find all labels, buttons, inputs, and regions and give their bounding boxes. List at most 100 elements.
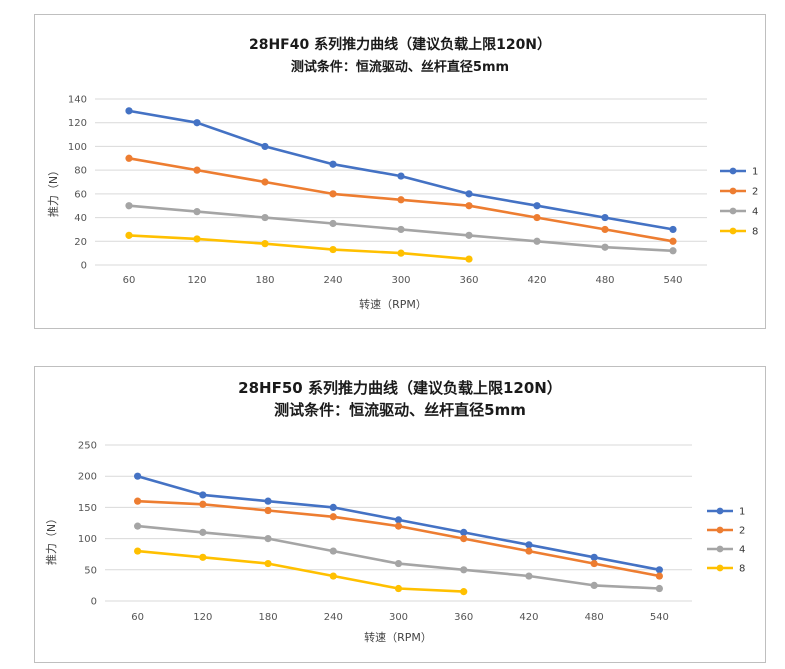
data-point-series-1 xyxy=(199,491,207,499)
legend-marker-8 xyxy=(716,564,724,572)
x-tick-label: 360 xyxy=(454,612,473,623)
data-point-series-2 xyxy=(134,497,142,505)
data-point-series-1 xyxy=(394,516,403,524)
x-tick-label: 540 xyxy=(650,612,669,623)
data-point-series-8 xyxy=(199,553,207,561)
data-point-series-2 xyxy=(125,154,133,162)
legend-marker-4 xyxy=(716,545,724,553)
chart-subtitle: 测试条件：恒流驱动、丝杆直径5mm xyxy=(291,59,509,75)
x-tick-label: 480 xyxy=(595,275,614,286)
data-point-series-8 xyxy=(329,572,337,580)
legend-marker-1 xyxy=(729,167,737,175)
chart-panel-28hf50: 28HF50 系列推力曲线（建议负载上限120N） 测试条件：恒流驱动、丝杆直径… xyxy=(34,366,766,663)
series-line-8 xyxy=(137,549,464,593)
y-tick-label: 20 xyxy=(74,237,87,248)
data-point-series-2 xyxy=(329,513,337,521)
data-point-series-2 xyxy=(193,166,201,174)
data-point-series-1 xyxy=(460,528,468,536)
chart-title: 28HF40 系列推力曲线（建议负载上限120N） xyxy=(249,36,551,53)
y-tick-label: 150 xyxy=(78,503,97,514)
legend-label-1: 1 xyxy=(752,167,758,178)
data-point-series-1 xyxy=(329,503,337,511)
data-point-series-4 xyxy=(460,566,468,574)
legend-marker-2 xyxy=(729,187,737,195)
x-tick-label: 420 xyxy=(519,612,538,623)
x-tick-label: 540 xyxy=(663,275,682,286)
y-tick-label: 80 xyxy=(74,166,87,177)
data-point-series-1 xyxy=(261,142,269,151)
legend-label-2: 2 xyxy=(739,526,745,537)
chart-28hf40: 28HF40 系列推力曲线（建议负载上限120N） 测试条件：恒流驱动、丝杆直径… xyxy=(46,36,758,311)
data-point-series-2 xyxy=(601,225,609,234)
data-point-series-2 xyxy=(394,522,403,530)
x-tick-label: 60 xyxy=(123,275,136,286)
y-tick-label: 120 xyxy=(68,118,87,129)
data-point-series-4 xyxy=(669,247,677,255)
x-tick-label: 240 xyxy=(324,612,343,623)
data-point-series-4 xyxy=(465,231,473,239)
data-point-series-2 xyxy=(465,202,473,210)
legend-label-1: 1 xyxy=(739,507,745,518)
data-point-series-4 xyxy=(394,559,403,568)
data-point-series-4 xyxy=(601,243,609,251)
x-axis-label: 转速（RPM） xyxy=(359,297,427,311)
legend-marker-1 xyxy=(716,507,724,515)
x-axis-label: 转速（RPM） xyxy=(364,630,432,644)
data-point-series-4 xyxy=(261,213,269,222)
chart-panel-28hf40: 28HF40 系列推力曲线（建议负载上限120N） 测试条件：恒流驱动、丝杆直径… xyxy=(34,14,766,329)
data-point-series-1 xyxy=(465,190,473,198)
data-point-series-2 xyxy=(264,506,272,515)
legend-label-8: 8 xyxy=(739,564,745,575)
y-tick-label: 100 xyxy=(78,534,97,545)
data-point-series-1 xyxy=(329,160,337,168)
x-tick-label: 120 xyxy=(187,275,206,286)
x-tick-label: 480 xyxy=(585,612,604,623)
data-point-series-2 xyxy=(669,237,677,245)
data-point-series-4 xyxy=(199,528,207,536)
data-point-series-1 xyxy=(601,213,609,222)
data-point-series-1 xyxy=(264,497,272,505)
legend-label-4: 4 xyxy=(739,545,745,556)
data-point-series-4 xyxy=(533,237,541,245)
data-point-series-8 xyxy=(264,559,272,568)
x-tick-label: 240 xyxy=(323,275,342,286)
legend-marker-8 xyxy=(729,227,737,235)
chart-title: 28HF50 系列推力曲线（建议负载上限120N） xyxy=(238,379,562,397)
data-point-series-1 xyxy=(125,107,133,115)
data-point-series-4 xyxy=(329,547,337,555)
legend-marker-2 xyxy=(716,526,724,534)
data-point-series-1 xyxy=(533,202,541,210)
y-tick-label: 140 xyxy=(68,95,87,106)
data-point-series-4 xyxy=(264,535,272,543)
data-point-series-8 xyxy=(397,249,405,257)
y-tick-label: 250 xyxy=(78,441,97,452)
data-point-series-4 xyxy=(193,208,201,216)
x-tick-label: 60 xyxy=(131,612,144,623)
data-point-series-2 xyxy=(533,213,541,222)
y-tick-label: 200 xyxy=(78,472,97,483)
data-point-series-2 xyxy=(655,572,663,580)
legend-label-4: 4 xyxy=(752,207,758,218)
legend-marker-4 xyxy=(729,207,737,215)
x-tick-label: 300 xyxy=(391,275,410,286)
x-tick-label: 420 xyxy=(527,275,546,286)
x-tick-label: 180 xyxy=(255,275,274,286)
data-point-series-2 xyxy=(397,196,405,204)
x-tick-label: 120 xyxy=(193,612,212,623)
data-point-series-8 xyxy=(465,255,473,263)
data-point-series-4 xyxy=(397,225,405,234)
series-line-8 xyxy=(128,234,470,261)
chart-28hf50: 28HF50 系列推力曲线（建议负载上限120N） 测试条件：恒流驱动、丝杆直径… xyxy=(44,379,745,644)
data-point-series-8 xyxy=(134,547,142,555)
x-tick-label: 180 xyxy=(259,612,278,623)
y-axis-label: 推力（N） xyxy=(44,513,58,565)
data-point-series-2 xyxy=(590,559,598,568)
data-point-series-4 xyxy=(134,522,142,530)
y-tick-label: 0 xyxy=(91,597,97,608)
y-tick-label: 0 xyxy=(81,261,87,272)
y-tick-label: 40 xyxy=(74,213,87,224)
data-point-series-1 xyxy=(193,119,201,127)
x-tick-label: 360 xyxy=(459,275,478,286)
y-axis-label: 推力（N） xyxy=(46,165,60,217)
